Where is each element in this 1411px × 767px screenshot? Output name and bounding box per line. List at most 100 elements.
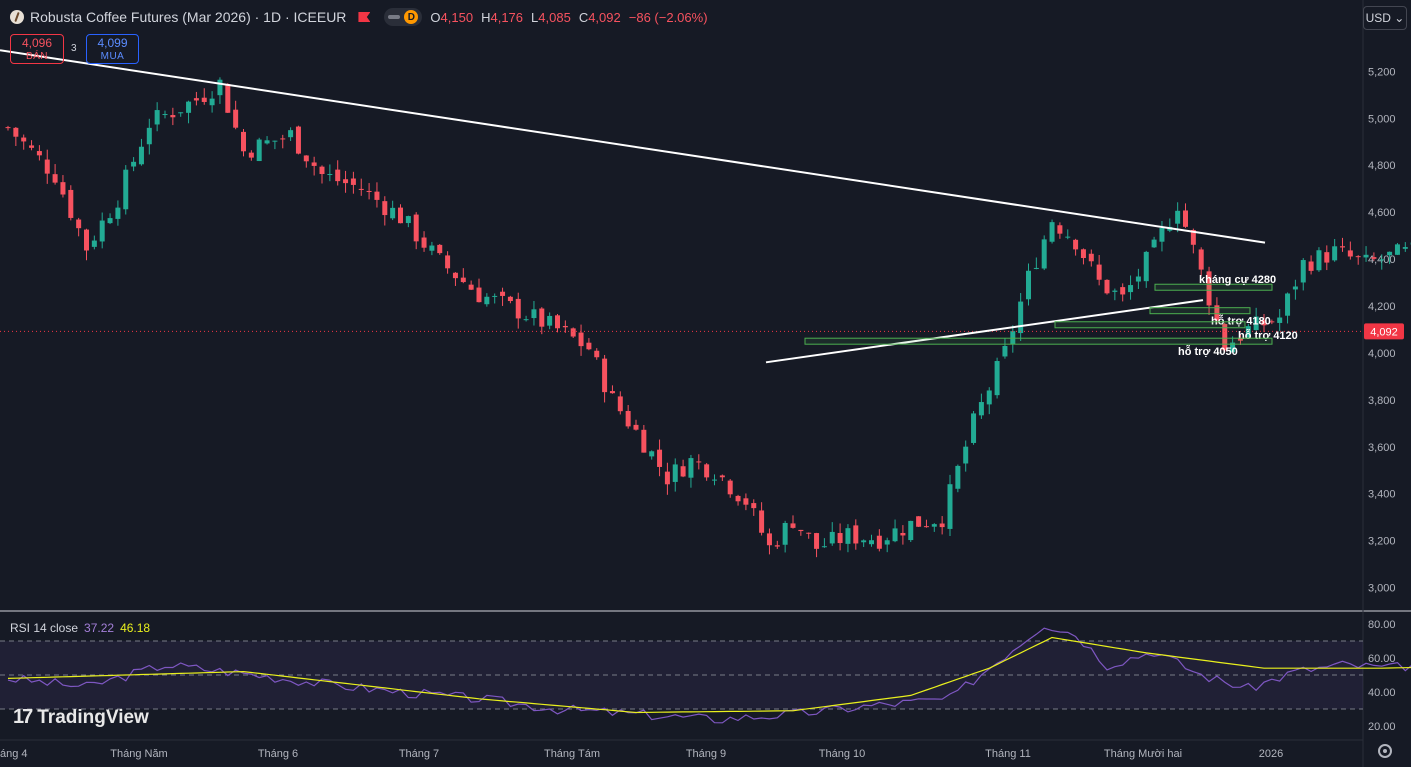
candle-body [1300, 260, 1306, 283]
candle-body [358, 188, 364, 190]
candle-body [13, 127, 19, 137]
candle-body [500, 291, 506, 296]
candle [1300, 258, 1306, 291]
candle [1394, 243, 1400, 255]
candle-body [1277, 317, 1283, 323]
candle [256, 137, 262, 162]
candle-body [1096, 264, 1102, 280]
rsi-legend[interactable]: RSI 14 close 37.22 46.18 [10, 621, 150, 635]
candle-body [1049, 222, 1055, 242]
candle [672, 458, 678, 492]
candle [1049, 219, 1055, 244]
candle-body [1065, 236, 1071, 238]
candle-body [335, 169, 341, 182]
candle [555, 314, 560, 333]
spread-value: 3 [71, 43, 77, 54]
candle [60, 175, 66, 198]
time-tick-label: Tháng Mười hai [1104, 748, 1182, 760]
candle-body [186, 101, 192, 113]
candle [1261, 314, 1267, 333]
candle-body [264, 140, 270, 144]
candle-body [562, 325, 568, 328]
candle [138, 138, 144, 166]
candle-body [1285, 293, 1291, 316]
candle [908, 520, 914, 542]
candle [5, 125, 11, 131]
ohlc-open: O4,150 [430, 9, 474, 25]
candle [743, 493, 749, 511]
candle-body [735, 495, 741, 502]
candle [1151, 236, 1157, 248]
candle [1057, 222, 1063, 239]
time-tick-label: Tháng 11 [985, 748, 1031, 760]
flag-icon[interactable] [358, 12, 371, 22]
candle [947, 474, 953, 536]
symbol-title[interactable]: Robusta Coffee Futures (Mar 2026) · 1D ·… [30, 9, 347, 25]
candle [445, 251, 451, 274]
candle [1135, 268, 1141, 289]
candle [272, 140, 278, 150]
sell-button[interactable]: 4,096 BÁN [10, 34, 64, 64]
price-tick-label: 3,000 [1368, 583, 1396, 595]
candle-body [60, 182, 66, 195]
candle-body [1010, 331, 1016, 345]
candle-body [452, 272, 458, 279]
candle-body [1190, 230, 1196, 245]
candle-body [91, 240, 97, 247]
candle-body [21, 137, 27, 142]
candle [405, 215, 411, 228]
candle [1041, 235, 1047, 271]
candle [1363, 246, 1369, 262]
candle [712, 474, 717, 486]
candle-body [84, 229, 89, 251]
candle [1340, 237, 1345, 252]
support-trendline [765, 299, 1204, 364]
zone-label: hỗ trợ 4180 [1211, 315, 1271, 328]
tradingview-logo[interactable]: 17 TradingView [13, 706, 149, 729]
price-tick-label: 3,200 [1368, 536, 1396, 548]
candle [1347, 241, 1353, 260]
candle-body [680, 466, 686, 477]
candle [688, 454, 694, 488]
candle-body [76, 219, 82, 229]
coffee-coin-icon [10, 10, 24, 24]
candle [115, 200, 121, 226]
settings-gear-icon[interactable] [1378, 744, 1392, 758]
candle-body [241, 131, 246, 152]
candle-body [845, 528, 851, 544]
candle [484, 293, 490, 307]
candle [1214, 297, 1220, 325]
candle [782, 520, 788, 553]
candle [390, 200, 396, 221]
candle [923, 519, 929, 528]
candle-body [107, 218, 113, 224]
candle [217, 77, 223, 104]
candle [68, 185, 74, 221]
candle-body [939, 523, 945, 528]
candle-body [727, 480, 733, 495]
candle [91, 235, 97, 250]
candle-body [193, 98, 199, 101]
candle [869, 534, 874, 547]
candle [931, 523, 937, 532]
candle [468, 280, 474, 291]
candle-body [978, 402, 984, 416]
candle-body [484, 296, 490, 305]
candle [994, 357, 1000, 399]
candle-body [884, 540, 890, 545]
candle-body [1292, 286, 1298, 290]
candle [1332, 238, 1338, 262]
candle [1026, 263, 1031, 306]
price-tick-label: 3,600 [1368, 442, 1396, 454]
candle [547, 312, 553, 330]
candle [955, 464, 961, 493]
candle-body [1316, 250, 1322, 271]
buy-button[interactable]: 4,099 MUA [86, 34, 139, 64]
candle-body [1198, 249, 1204, 270]
candle-body [154, 110, 160, 125]
data-source-pill[interactable]: D [384, 8, 423, 26]
candle [319, 165, 325, 184]
currency-button[interactable]: USD ⌄ [1363, 6, 1407, 30]
candle-body [1214, 305, 1220, 321]
